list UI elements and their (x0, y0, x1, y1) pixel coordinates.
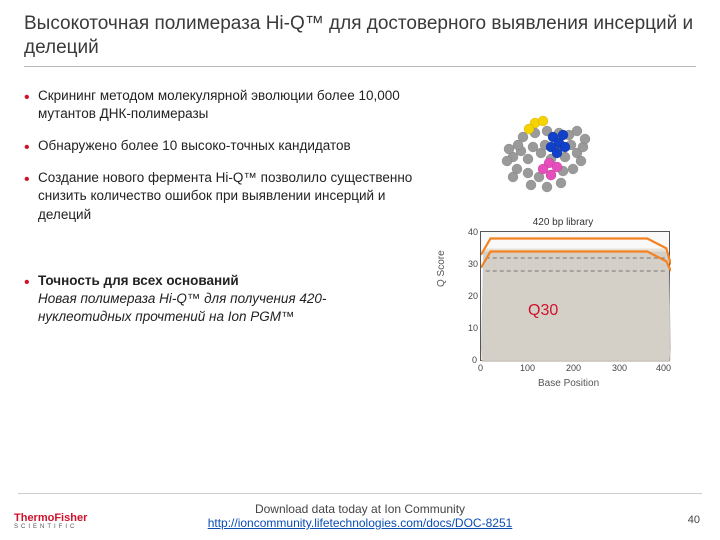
footer-rule (18, 493, 702, 494)
slide-number: 40 (688, 514, 700, 526)
list-item: Обнаружено более 10 высоко-точных кандид… (24, 137, 418, 155)
q30-label: Q30 (528, 302, 558, 320)
secondary-sub: Новая полимераза Hi-Q™ для получения 420… (38, 291, 326, 324)
qscore-chart: 420 bp library Q Score 40 30 20 10 0 0 1… (448, 217, 678, 387)
chart-ylabel: Q Score (436, 250, 447, 287)
xtick: 100 (520, 363, 535, 373)
ytick: 10 (468, 323, 478, 333)
chart-xlabel: Base Position (538, 378, 599, 389)
list-item: Точность для всех оснований Новая полиме… (24, 272, 418, 327)
right-column: 420 bp library Q Score 40 30 20 10 0 0 1… (418, 87, 678, 387)
page-title: Высокоточная полимераза Hi-Q™ для достов… (24, 12, 696, 60)
footer-link[interactable]: http://ioncommunity.lifetechnologies.com… (208, 516, 513, 530)
list-item: Создание нового фермента Hi-Q™ позволило… (24, 169, 418, 224)
xtick: 400 (656, 363, 671, 373)
ytick: 40 (468, 227, 478, 237)
plot-area (480, 231, 670, 361)
title-block: Высокоточная полимераза Hi-Q™ для достов… (0, 0, 720, 73)
footer-text: Download data today at Ion Community (255, 502, 465, 516)
left-column: Скрининг методом молекулярной эволюции б… (18, 87, 418, 387)
title-rule (24, 66, 696, 67)
content-area: Скрининг методом молекулярной эволюции б… (0, 73, 720, 387)
secondary-lead: Точность для всех оснований (38, 273, 239, 288)
molecule-image (473, 87, 623, 207)
xtick: 200 (566, 363, 581, 373)
xtick: 300 (612, 363, 627, 373)
ytick: 30 (468, 259, 478, 269)
footer: Download data today at Ion Community htt… (0, 502, 720, 530)
chart-title: 420 bp library (448, 217, 678, 228)
list-item: Скрининг методом молекулярной эволюции б… (24, 87, 418, 123)
ytick: 0 (472, 355, 477, 365)
xtick: 0 (478, 363, 483, 373)
bullet-list: Скрининг методом молекулярной эволюции б… (24, 87, 418, 224)
secondary-bullet: Точность для всех оснований Новая полиме… (24, 272, 418, 327)
ytick: 20 (468, 291, 478, 301)
